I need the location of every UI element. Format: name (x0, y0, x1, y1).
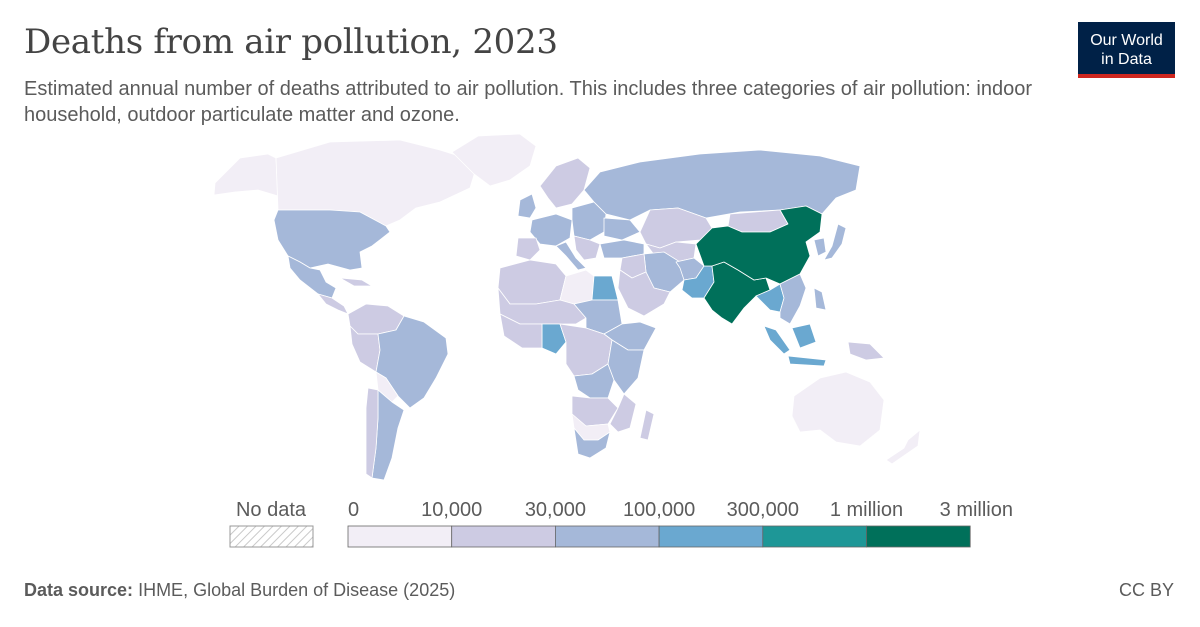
region-iberia[interactable] (515, 237, 541, 261)
legend-bin-swatch[interactable] (347, 525, 453, 548)
region-south-africa[interactable] (573, 427, 611, 459)
region-colombia-venezuela[interactable] (347, 303, 405, 335)
region-united-states[interactable] (273, 209, 391, 271)
region-italy[interactable] (555, 241, 587, 271)
legend-bin-swatch[interactable] (762, 525, 867, 548)
region-west-africa[interactable] (499, 313, 543, 349)
region-western-europe[interactable] (529, 213, 573, 247)
region-southeast-asia[interactable] (779, 273, 807, 325)
license-link[interactable]: CC BY (1118, 580, 1174, 600)
region-mozambique[interactable] (609, 393, 637, 433)
data-source-label: Data source: (24, 580, 134, 600)
legend-bin-label: 300,000 (727, 499, 799, 521)
region-balkans[interactable] (573, 235, 601, 261)
chart-subtitle: Estimated annual number of deaths attrib… (24, 78, 1033, 126)
legend-bin-label: 0 (348, 499, 359, 521)
region-arabian-peninsula[interactable] (617, 269, 671, 317)
region-new-zealand[interactable] (885, 429, 921, 465)
region-papua[interactable] (847, 341, 885, 361)
region-egypt[interactable] (591, 275, 619, 301)
legend-bin-swatch[interactable] (866, 525, 971, 548)
region-chile[interactable] (365, 387, 379, 479)
region-central-america[interactable] (317, 293, 349, 315)
region-ukraine[interactable] (603, 217, 641, 241)
legend-bin-label: 1 million (830, 499, 903, 521)
region-indonesia-borneo[interactable] (791, 323, 817, 349)
region-indonesia-java[interactable] (787, 355, 827, 367)
region-uk-ireland[interactable] (517, 193, 537, 219)
logo-line-1: Our World (1090, 32, 1163, 49)
region-madagascar[interactable] (639, 409, 655, 441)
data-source: Data source: IHME, Global Burden of Dise… (24, 580, 455, 601)
legend-bin-swatch[interactable] (658, 525, 764, 548)
legend-end-label: 3 million (940, 499, 1013, 521)
region-bolivia-paraguay[interactable] (375, 371, 399, 403)
region-russia[interactable] (583, 149, 861, 221)
region-china[interactable] (695, 205, 823, 285)
region-mexico[interactable] (287, 255, 337, 299)
region-korea[interactable] (813, 237, 827, 257)
legend-bin-swatch[interactable] (555, 525, 660, 548)
world-map[interactable]: No data 0 10,000 30,000 100,000 300,000 1 mil… (0, 128, 1200, 548)
owid-logo[interactable]: Our World in Data (1078, 22, 1175, 78)
region-north-africa-west[interactable] (497, 259, 567, 305)
region-australia[interactable] (791, 371, 885, 447)
legend-bin-label: 30,000 (525, 499, 586, 521)
legend-no-data-label: No data (236, 499, 307, 521)
logo-line-2: in Data (1101, 51, 1152, 68)
region-greenland[interactable] (451, 133, 537, 187)
region-philippines[interactable] (813, 287, 827, 311)
data-source-text: IHME, Global Burden of Disease (2025) (138, 580, 456, 600)
region-dr-congo[interactable] (573, 363, 615, 399)
legend-no-data-swatch (229, 525, 314, 548)
map-legend: No data 0 10,000 30,000 100,000 300,000 1 mil… (229, 499, 1013, 548)
region-alaska[interactable] (213, 153, 279, 197)
region-cuba[interactable] (339, 277, 373, 287)
legend-bin-label: 10,000 (421, 499, 482, 521)
region-east-africa[interactable] (607, 339, 645, 395)
region-japan[interactable] (823, 223, 847, 261)
region-scandinavia[interactable] (539, 157, 591, 209)
legend-bin-label: 100,000 (623, 499, 695, 521)
region-indonesia-sumatra[interactable] (763, 325, 791, 355)
legend-bin-swatch[interactable] (451, 525, 556, 548)
chart-title: Deaths from air pollution, 2023 (24, 22, 558, 62)
